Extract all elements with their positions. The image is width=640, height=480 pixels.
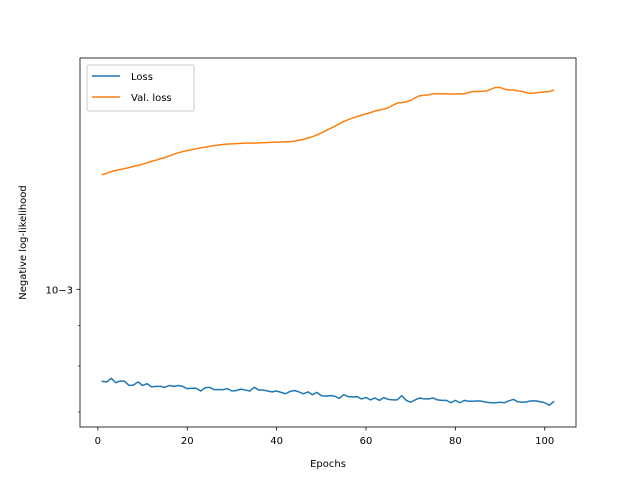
- legend: Loss Val. loss: [86, 64, 195, 112]
- series-layer: [101, 86, 555, 406]
- legend-label-loss: Loss: [131, 72, 153, 83]
- y-axis-label: Negative log-likelihood: [18, 185, 29, 300]
- x-tick-label: 0: [95, 436, 101, 447]
- x-axis-label: Epochs: [310, 459, 346, 470]
- plot-frame: [79, 57, 577, 428]
- series-line-val-loss: [101, 86, 555, 176]
- legend-label-val-loss: Val. loss: [131, 93, 172, 104]
- x-tick-label: 40: [270, 436, 283, 447]
- y-axis: 10−3: [46, 285, 80, 413]
- x-tick-label: 80: [449, 436, 462, 447]
- x-tick-label: 60: [360, 436, 373, 447]
- x-tick-label: 20: [181, 436, 194, 447]
- y-tick-label: 10−3: [46, 285, 73, 296]
- x-tick-label: 100: [535, 436, 554, 447]
- x-axis: 0 20 40 60 80 100: [95, 427, 554, 447]
- series-line-loss: [101, 377, 555, 406]
